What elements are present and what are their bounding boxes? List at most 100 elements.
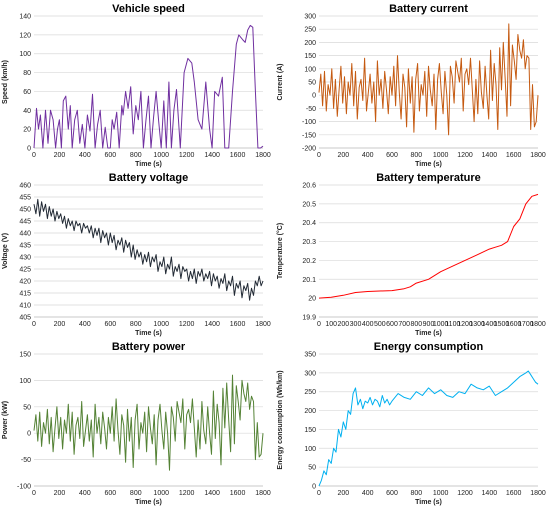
chart-panel-5: Battery power -100 -50 0 50 100 150 0 200 400 600 8… bbox=[0, 338, 275, 507]
x-tick-label: 1200 bbox=[457, 321, 473, 328]
x-tick-label: 600 bbox=[104, 490, 116, 497]
y-tick-label: 20.3 bbox=[302, 239, 316, 246]
y-tick-label: 20 bbox=[308, 296, 316, 303]
y-tick-label: 150 bbox=[304, 53, 316, 60]
y-tick-label: 120 bbox=[19, 32, 31, 39]
y-tick-label: -50 bbox=[21, 457, 31, 464]
x-tick-label: 1600 bbox=[230, 321, 246, 328]
y-tick-label: 0 bbox=[312, 93, 316, 100]
series-line bbox=[318, 370, 539, 487]
x-tick-label: 0 bbox=[317, 321, 321, 328]
x-tick-label: 1200 bbox=[179, 152, 195, 159]
x-tick-label: 1400 bbox=[482, 152, 498, 159]
y-tick-label: 20.6 bbox=[302, 183, 316, 190]
x-tick-label: 1700 bbox=[518, 321, 534, 328]
x-tick-label: 0 bbox=[317, 152, 321, 159]
y-tick-label: 80 bbox=[23, 70, 31, 77]
x-tick-label: 200 bbox=[337, 321, 349, 328]
x-tick-label: 1600 bbox=[506, 490, 522, 497]
y-tick-label: 20.2 bbox=[302, 258, 316, 265]
y-tick-label: 200 bbox=[304, 408, 316, 415]
x-tick-label: 1800 bbox=[255, 321, 271, 328]
y-tick-label: 20.1 bbox=[302, 277, 316, 284]
y-tick-label: 300 bbox=[304, 14, 316, 21]
x-tick-label: 1400 bbox=[204, 321, 220, 328]
y-tick-label: 0 bbox=[27, 431, 31, 438]
chart-svg: Battery current -200 -150 -100 -50 0 50 100 150 2… bbox=[277, 3, 546, 168]
x-tick-label: 200 bbox=[337, 152, 349, 159]
y-tick-label: 430 bbox=[19, 255, 31, 262]
x-tick-label: 1800 bbox=[530, 152, 546, 159]
series-line bbox=[318, 193, 539, 299]
chart-title: Battery power bbox=[112, 341, 186, 353]
y-tick-label: 50 bbox=[308, 465, 316, 472]
y-tick-label: 425 bbox=[19, 267, 31, 274]
y-tick-label: 50 bbox=[23, 404, 31, 411]
y-tick-label: 350 bbox=[304, 352, 316, 359]
x-tick-label: 1200 bbox=[457, 490, 473, 497]
x-tick-label: 1600 bbox=[506, 321, 522, 328]
y-tick-label: 0 bbox=[27, 146, 31, 153]
y-tick-label: 460 bbox=[19, 183, 31, 190]
x-tick-label: 1200 bbox=[179, 321, 195, 328]
x-tick-label: 1200 bbox=[457, 152, 473, 159]
x-tick-label: 1800 bbox=[530, 321, 546, 328]
x-tick-label: 1600 bbox=[506, 152, 522, 159]
x-tick-label: 1800 bbox=[255, 152, 271, 159]
chart-title: Battery voltage bbox=[109, 172, 188, 184]
x-tick-label: 1800 bbox=[530, 490, 546, 497]
y-tick-label: 250 bbox=[304, 27, 316, 34]
x-tick-label: 1000 bbox=[433, 321, 449, 328]
x-tick-label: 1400 bbox=[204, 152, 220, 159]
y-tick-label: -200 bbox=[302, 146, 316, 153]
x-tick-label: 200 bbox=[54, 321, 66, 328]
x-tick-label: 600 bbox=[104, 321, 116, 328]
x-tick-label: 0 bbox=[32, 490, 36, 497]
y-tick-label: 150 bbox=[19, 352, 31, 359]
x-tick-label: 500 bbox=[374, 321, 386, 328]
y-tick-label: 100 bbox=[19, 51, 31, 58]
x-tick-label: 300 bbox=[350, 321, 362, 328]
chart-title: Vehicle speed bbox=[112, 3, 185, 15]
x-tick-label: 1500 bbox=[494, 321, 510, 328]
y-tick-label: 410 bbox=[19, 303, 31, 310]
series-line bbox=[33, 24, 264, 149]
x-tick-label: 1400 bbox=[482, 490, 498, 497]
x-tick-label: 400 bbox=[362, 321, 374, 328]
x-tick-label: 200 bbox=[54, 490, 66, 497]
y-tick-label: 300 bbox=[304, 370, 316, 377]
chart-panel-2: Battery current -200 -150 -100 -50 0 50 100 150 2… bbox=[275, 0, 550, 169]
x-tick-label: 1600 bbox=[230, 152, 246, 159]
x-tick-label: 600 bbox=[386, 490, 398, 497]
y-tick-label: -100 bbox=[302, 119, 316, 126]
x-axis-label: Time (s) bbox=[415, 499, 442, 506]
x-tick-label: 1000 bbox=[153, 321, 169, 328]
x-tick-label: 1000 bbox=[433, 490, 449, 497]
chart-svg: Energy consumption 0 50 100 150 200 250 300 350 0… bbox=[277, 341, 546, 506]
x-tick-label: 200 bbox=[54, 152, 66, 159]
y-tick-label: -100 bbox=[17, 484, 31, 491]
x-tick-label: 600 bbox=[104, 152, 116, 159]
y-tick-label: 19.9 bbox=[302, 315, 316, 322]
x-tick-label: 1600 bbox=[230, 490, 246, 497]
y-tick-label: 405 bbox=[19, 315, 31, 322]
x-tick-label: 800 bbox=[130, 152, 142, 159]
x-axis-label: Time (s) bbox=[415, 161, 442, 168]
x-tick-label: 0 bbox=[32, 152, 36, 159]
y-axis-label: Current (A) bbox=[277, 64, 284, 101]
x-tick-label: 1000 bbox=[153, 490, 169, 497]
x-tick-label: 800 bbox=[410, 321, 422, 328]
x-tick-label: 600 bbox=[386, 321, 398, 328]
series-line bbox=[33, 374, 264, 471]
y-axis-label: Voltage (V) bbox=[2, 233, 9, 269]
x-tick-label: 1200 bbox=[179, 490, 195, 497]
x-tick-label: 400 bbox=[362, 490, 374, 497]
x-axis-label: Time (s) bbox=[415, 330, 442, 337]
x-tick-label: 200 bbox=[337, 490, 349, 497]
y-tick-label: 140 bbox=[19, 14, 31, 21]
x-tick-label: 100 bbox=[325, 321, 337, 328]
y-tick-label: -50 bbox=[306, 106, 316, 113]
chart-title: Battery current bbox=[389, 3, 468, 15]
x-tick-label: 400 bbox=[362, 152, 374, 159]
y-tick-label: 100 bbox=[304, 446, 316, 453]
